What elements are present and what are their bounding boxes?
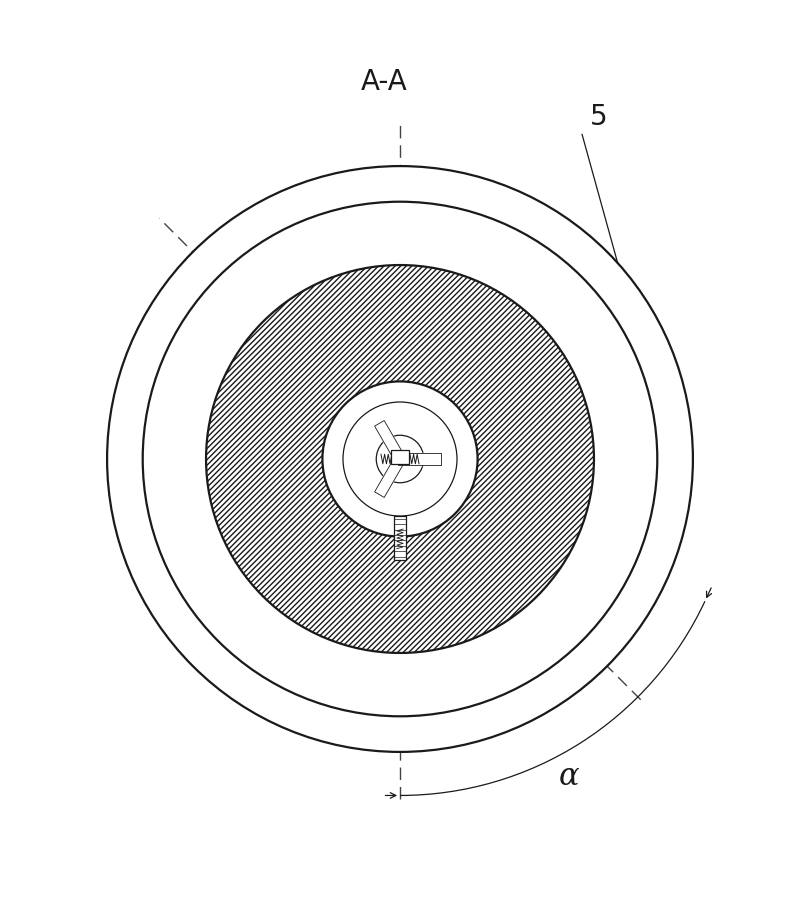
Bar [391, 450, 409, 464]
Text: 5: 5 [590, 103, 608, 131]
Bar [394, 516, 406, 560]
Circle shape [107, 167, 693, 752]
Circle shape [343, 403, 457, 516]
Circle shape [322, 382, 478, 537]
Polygon shape [398, 454, 441, 465]
Circle shape [376, 436, 424, 483]
Polygon shape [374, 455, 406, 498]
Text: A-A: A-A [361, 68, 407, 96]
Circle shape [206, 266, 594, 653]
Circle shape [142, 202, 658, 717]
Text: α: α [558, 760, 579, 791]
Polygon shape [374, 421, 406, 464]
